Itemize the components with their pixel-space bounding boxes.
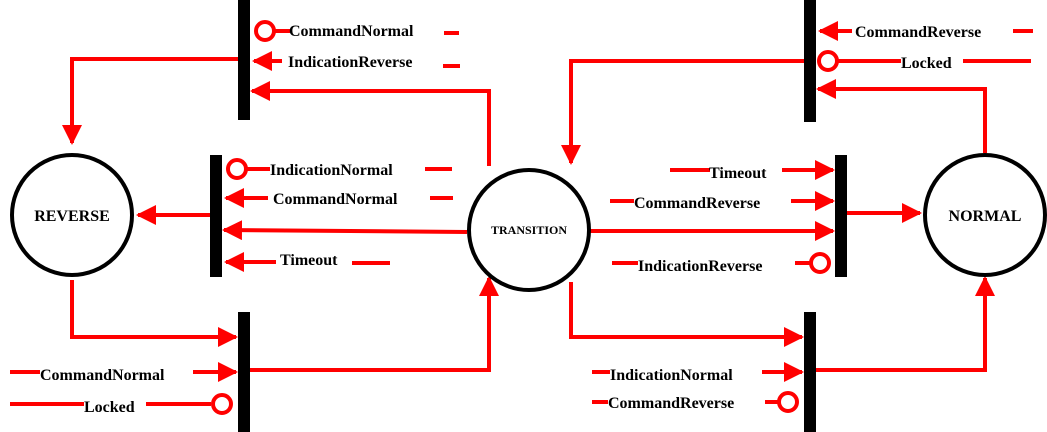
signal-label: CommandReverse [608, 395, 734, 412]
signal-t2-indication-normal: IndicationNormal [226, 158, 452, 180]
signal-t3-command-normal: CommandNormal [10, 362, 238, 384]
arc-reverse-to-bottomleft [70, 280, 238, 347]
transition-bar-mid-right [835, 155, 847, 277]
signal-label: CommandReverse [855, 24, 981, 41]
arc-transition-to-topleft [250, 81, 491, 166]
inhibitor-circle [254, 20, 276, 42]
place-reverse: REVERSE [10, 153, 134, 277]
inhibitor-circle [226, 158, 248, 180]
signal-t1-indication-reverse: IndicationReverse [252, 51, 460, 71]
signal-t5-indication-reverse: IndicationReverse [612, 252, 831, 275]
signal-label: CommandReverse [634, 195, 760, 212]
signal-t1-command-normal: CommandNormal [254, 20, 459, 42]
arc-transition-to-midleft [222, 220, 468, 241]
signal-t4-locked: Locked [817, 50, 1031, 72]
signal-label: CommandNormal [273, 191, 398, 208]
signal-t6-command-reverse: CommandReverse [592, 391, 799, 413]
arc-transition-to-bottomright [569, 282, 804, 347]
place-label-reverse: REVERSE [34, 208, 110, 225]
place-label-transition: TRANSITION [491, 223, 567, 237]
signal-t5-command-reverse: CommandReverse [610, 191, 835, 212]
arc-bottomleft-to-transition [250, 276, 499, 372]
signal-label: IndicationReverse [288, 54, 412, 71]
inhibitor-circle [211, 393, 233, 415]
transition-bar-top-right [804, 0, 816, 122]
signal-label: Locked [901, 55, 952, 72]
arc-normal-to-topright [816, 79, 987, 153]
transition-bar-bottom-left [238, 312, 250, 432]
signal-label: CommandNormal [40, 367, 165, 384]
signal-label: Timeout [280, 252, 338, 269]
signal-label: Timeout [709, 165, 767, 182]
signal-t5-timeout: Timeout [670, 160, 835, 182]
signal-t2-timeout: Timeout [224, 252, 390, 272]
signal-t2-command-normal: CommandNormal [224, 188, 453, 208]
inhibitor-circle [817, 50, 839, 72]
place-normal: NORMAL [923, 153, 1047, 277]
inhibitor-circle [777, 391, 799, 413]
transition-bar-top-left [238, 0, 250, 120]
transition-bar-bottom-right [804, 312, 816, 432]
signal-t3-locked: Locked [10, 393, 233, 416]
flow-arcs [62, 57, 995, 372]
inhibitor-circle [809, 252, 831, 274]
arc-topleft-to-reverse [62, 57, 238, 145]
place-label-normal: NORMAL [949, 208, 1022, 225]
signal-label: IndicationNormal [610, 367, 733, 384]
signal-label: CommandNormal [289, 23, 414, 40]
transition-bar-mid-left [210, 155, 222, 277]
signal-label: IndicationReverse [638, 258, 762, 275]
signal-label: IndicationNormal [270, 162, 393, 179]
arc-topright-to-transition [561, 59, 804, 165]
signal-t6-indication-normal: IndicationNormal [592, 362, 804, 384]
arc-bottomright-to-normal [816, 276, 995, 372]
signal-t4-command-reverse: CommandReverse [818, 21, 1033, 41]
place-transition: TRANSITION [467, 168, 591, 292]
signal-label: Locked [84, 399, 135, 416]
